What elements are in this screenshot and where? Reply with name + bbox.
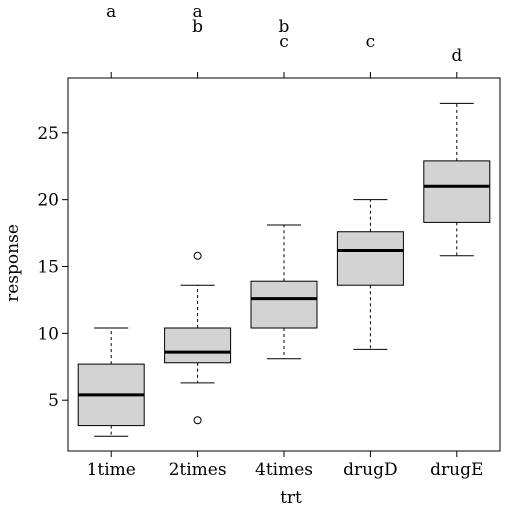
- y-tick-label-5: 5: [48, 391, 59, 411]
- group-letter-2times-a: a: [193, 2, 203, 22]
- iqr-box-2times: [164, 327, 232, 364]
- x-tick-label-drugE: drugE: [430, 460, 483, 480]
- group-letter-4times-c: c: [279, 32, 289, 52]
- outlier-point-2times-0: [193, 416, 202, 425]
- group-letter-4times-b: b: [279, 17, 290, 37]
- x-tick-label-4times: 4times: [255, 460, 313, 480]
- y-tick-label-25: 25: [37, 124, 59, 144]
- box-1time: [77, 327, 145, 437]
- y-axis-label: response: [3, 224, 23, 302]
- x-tick-label-drugD: drugD: [343, 460, 397, 480]
- x-axis-label: trt: [280, 488, 302, 508]
- y-tick-label-20: 20: [37, 191, 59, 211]
- box-4times: [250, 224, 318, 360]
- group-letter-drugD-c: c: [366, 32, 376, 52]
- group-letter-drugE-d: d: [451, 46, 462, 66]
- group-letter-1time-a: a: [106, 2, 116, 22]
- box-2times: [164, 251, 232, 425]
- outlier-point-2times-1: [193, 251, 202, 260]
- iqr-box-drugE: [423, 160, 491, 223]
- x-tick-label-2times: 2times: [169, 460, 227, 480]
- group-letter-2times-b: b: [192, 17, 203, 37]
- box-drugE: [423, 102, 491, 257]
- iqr-box-4times: [250, 280, 318, 329]
- iqr-box-drugD: [336, 231, 404, 286]
- y-tick-label-15: 15: [37, 258, 59, 278]
- x-tick-label-1time: 1time: [87, 460, 136, 480]
- y-tick-label-10: 10: [37, 324, 59, 344]
- box-drugD: [336, 199, 404, 350]
